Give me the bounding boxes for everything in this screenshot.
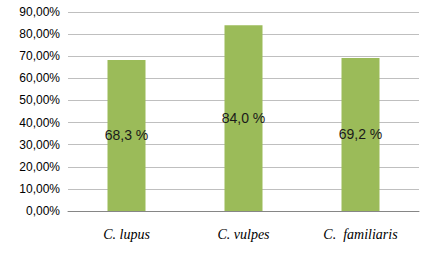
svg-text:90,00%: 90,00% — [19, 5, 60, 19]
svg-text:20,00%: 20,00% — [19, 160, 60, 174]
svg-text:70,00%: 70,00% — [19, 49, 60, 63]
svg-text:84,0 %: 84,0 % — [222, 110, 266, 126]
svg-text:68,3 %: 68,3 % — [105, 127, 149, 143]
svg-text:60,00%: 60,00% — [19, 71, 60, 85]
svg-text:40,00%: 40,00% — [19, 116, 60, 130]
svg-text:0,00%: 0,00% — [26, 204, 60, 218]
svg-text:10,00%: 10,00% — [19, 182, 60, 196]
svg-text:80,00%: 80,00% — [19, 27, 60, 41]
svg-text:50,00%: 50,00% — [19, 93, 60, 107]
svg-text:C. vulpes: C. vulpes — [217, 227, 270, 242]
svg-text:30,00%: 30,00% — [19, 138, 60, 152]
svg-text:69,2 %: 69,2 % — [339, 126, 383, 142]
svg-text:C. lupus: C. lupus — [103, 227, 150, 242]
svg-text:C. familiaris: C. familiaris — [323, 227, 398, 242]
